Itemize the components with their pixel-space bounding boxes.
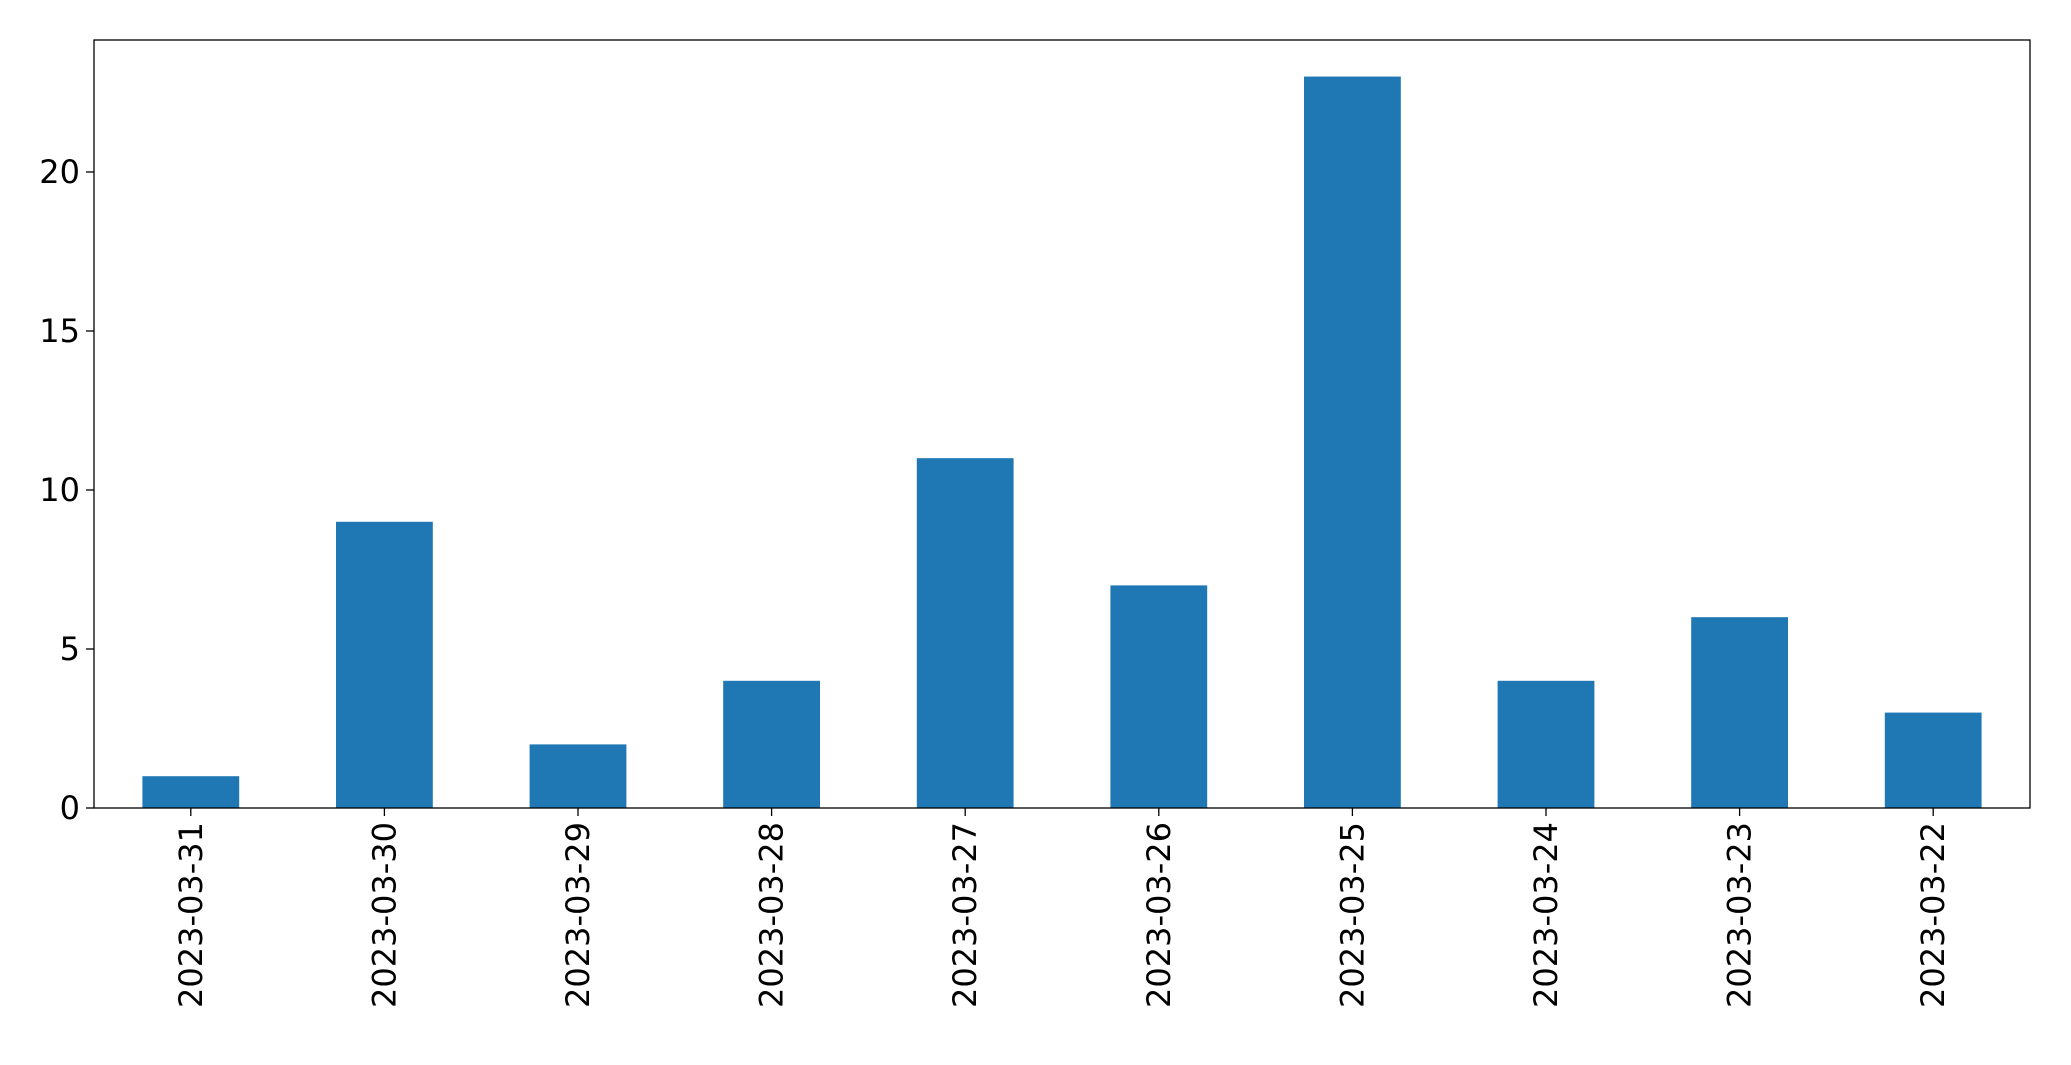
x-tick-label: 2023-03-29 [559,822,597,1008]
bar [336,521,433,808]
y-tick-label: 15 [39,312,80,350]
x-tick-label: 2023-03-28 [753,822,791,1008]
bar [1110,585,1208,808]
bar [529,744,627,808]
bar [1304,76,1401,809]
x-tick-label: 2023-03-25 [1333,822,1371,1008]
x-tick-label: 2023-03-23 [1721,822,1759,1008]
x-tick-label: 2023-03-22 [1914,822,1952,1008]
x-tick-label: 2023-03-30 [365,822,403,1008]
y-tick-label: 0 [60,789,80,827]
plot-frame [93,39,2031,809]
bar [1691,617,1788,808]
y-tick-label: 20 [39,153,80,191]
bar [1497,680,1595,808]
bar [1884,712,1982,808]
bar [723,680,820,808]
x-tick-label: 2023-03-31 [172,822,210,1008]
x-tick-label: 2023-03-26 [1140,822,1178,1008]
y-tick-label: 5 [60,630,80,668]
y-tick-label: 10 [39,471,80,509]
x-tick-label: 2023-03-24 [1527,822,1565,1008]
bar [916,458,1014,808]
x-tick-label: 2023-03-27 [946,822,984,1008]
bar [142,776,240,808]
